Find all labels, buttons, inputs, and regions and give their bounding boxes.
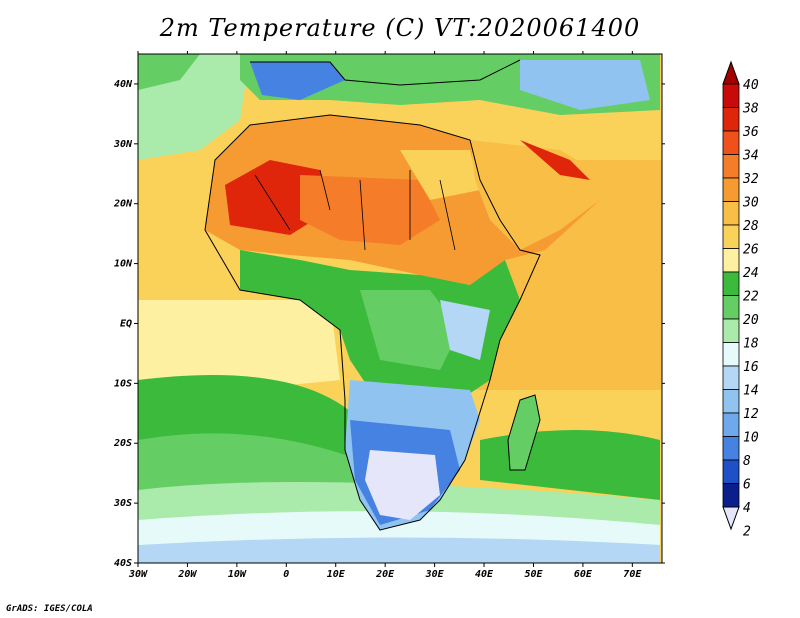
colorbar-swatch — [722, 271, 740, 296]
x-tick-label: 40E — [475, 569, 494, 580]
colorbar-label: 38 — [742, 102, 759, 117]
y-tick-label: 30S — [113, 498, 132, 509]
colorbar-swatch — [722, 318, 740, 343]
map-title: 2m Temperature (C) VT:2020061400 — [159, 14, 641, 42]
colorbar-swatch — [722, 295, 740, 320]
x-tick-label: 30E — [425, 569, 445, 580]
colorbar-label: 2 — [743, 525, 751, 540]
x-tick-label: 20E — [375, 569, 395, 580]
x-tick-label: 10W — [228, 569, 247, 580]
x-tick-label: 70E — [623, 569, 642, 580]
colorbar-label: 4 — [743, 501, 751, 516]
x-tick-label: 50E — [524, 569, 543, 580]
y-tick-label: 20S — [113, 438, 132, 449]
y-tick-label: 10N — [114, 259, 133, 270]
y-tick-label: 30N — [113, 139, 133, 150]
colorbar-swatch — [722, 412, 740, 437]
colorbar-swatch — [722, 436, 740, 461]
colorbar-label: 26 — [743, 243, 759, 258]
temperature-field — [138, 54, 662, 563]
colorbar-swatch — [722, 459, 740, 484]
colorbar-top-arrow — [722, 60, 740, 85]
y-tick-label: 40N — [114, 79, 133, 90]
colorbar-label: 22 — [743, 290, 759, 305]
colorbar-label: 32 — [742, 172, 759, 187]
x-tick-label: 0 — [283, 569, 289, 580]
x-axis: 30W 20W 10W 0 10E 20E 30E 40E 50E 60E 70E — [128, 51, 642, 580]
plot-frame — [137, 53, 663, 564]
y-tick-label: 20N — [113, 199, 133, 210]
colorbar-swatch — [722, 224, 740, 249]
colorbar-swatch — [722, 107, 740, 132]
x-tick-label: 30W — [128, 569, 148, 580]
colorbar-swatch — [722, 365, 740, 390]
colorbar-swatch — [722, 248, 740, 273]
colorbar-label: 14 — [743, 384, 759, 399]
colorbar-swatch — [722, 154, 740, 179]
colorbar-label: 24 — [743, 266, 759, 281]
y-axis: 40N 30N 20N 10N EQ 10S 20S 30S 40S — [113, 79, 665, 569]
colorbar-label: 12 — [743, 407, 759, 422]
x-tick-label: 10E — [327, 569, 346, 580]
colorbar-label: 10 — [743, 431, 759, 446]
colorbar-label: 40 — [743, 78, 759, 93]
y-tick-label: EQ — [120, 318, 132, 329]
colorbar-label: 6 — [743, 478, 751, 493]
colorbar-label: 36 — [742, 125, 759, 140]
colorbar-swatch — [722, 177, 740, 202]
colorbar-swatch — [722, 83, 740, 108]
x-tick-label: 60E — [574, 569, 593, 580]
colorbar-swatch — [722, 130, 740, 155]
colorbar-bottom-arrow — [722, 506, 740, 531]
colorbar-label: 8 — [743, 454, 751, 469]
colorbar-swatch — [722, 389, 740, 414]
y-tick-label: 10S — [114, 378, 132, 389]
y-tick-label: 40S — [114, 558, 132, 569]
colorbar-label: 34 — [742, 149, 759, 164]
colorbar: 40 38 36 34 32 30 28 26 24 22 20 18 16 14 12 10 8 6 4 2 — [722, 60, 759, 540]
colorbar-swatch — [722, 342, 740, 367]
x-tick-label: 20W — [177, 569, 197, 580]
colorbar-label: 20 — [743, 313, 759, 328]
colorbar-label: 30 — [742, 196, 759, 211]
colorbar-swatch — [722, 201, 740, 226]
colorbar-label: 18 — [743, 337, 759, 352]
colorbar-swatch — [722, 483, 740, 508]
colorbar-label: 28 — [743, 219, 759, 234]
credit-text: GrADS: IGES/COLA — [6, 604, 93, 614]
colorbar-label: 16 — [743, 360, 759, 375]
